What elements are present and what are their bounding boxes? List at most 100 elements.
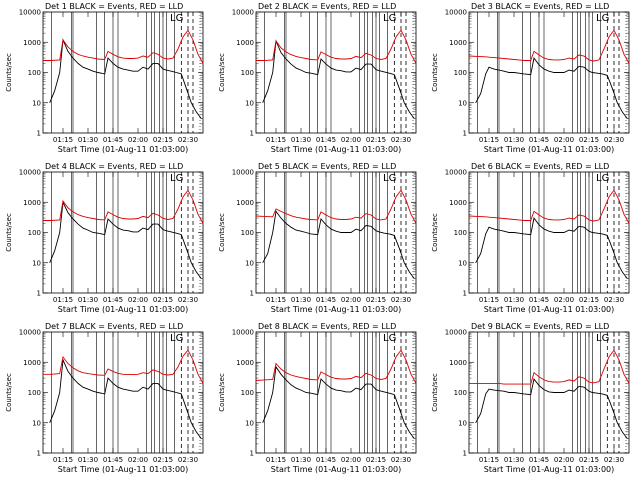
- x-tick-label: 01:30: [78, 136, 98, 144]
- detector-panel-3: Det 3 BLACK = Events, RED = LLD 1 10 100 100…: [426, 0, 639, 160]
- x-tick-label: 01:30: [504, 456, 524, 464]
- y-axis-label: Counts/sec: [218, 213, 226, 252]
- lld-series-line: [255, 349, 417, 384]
- x-tick-label: 01:15: [53, 296, 73, 304]
- x-axis-label: Start Time (01-Aug-11 01:03:00): [271, 465, 402, 474]
- y-tick-label: 10000: [232, 329, 254, 337]
- detector-panel-6: Det 6 BLACK = Events, RED = LLD 1 10 100 100…: [426, 160, 639, 320]
- y-tick-label: 10: [32, 259, 41, 267]
- y-tick-label: 1: [463, 290, 467, 298]
- y-tick-label: 10000: [19, 169, 41, 177]
- y-tick-label: 10000: [445, 9, 467, 17]
- x-tick-label: 01:15: [53, 136, 73, 144]
- x-tick-label: 01:45: [316, 296, 336, 304]
- y-tick-label: 100: [454, 69, 467, 77]
- lld-series-line: [256, 29, 417, 64]
- x-tick-label: 01:15: [479, 456, 499, 464]
- panel-title: Det 3 BLACK = Events, RED = LLD: [471, 2, 609, 11]
- events-series-line: [262, 365, 415, 439]
- annotation-label: LG: [383, 13, 396, 24]
- x-axis-label: Start Time (01-Aug-11 01:03:00): [271, 145, 402, 154]
- y-tick-label: 1: [250, 130, 254, 138]
- panel-title: Det 4 BLACK = Events, RED = LLD: [45, 162, 183, 171]
- y-tick-label: 1000: [23, 199, 41, 207]
- x-tick-label: 02:15: [153, 296, 173, 304]
- y-tick-label: 1000: [236, 359, 254, 367]
- chart-svg-5: Det 5 BLACK = Events, RED = LLD 1 10 100 100…: [218, 162, 417, 314]
- y-axis-label: Counts/sec: [218, 53, 226, 92]
- x-tick-label: 02:15: [579, 296, 599, 304]
- x-tick-label: 02:00: [341, 296, 361, 304]
- panel-title: Det 2 BLACK = Events, RED = LLD: [258, 2, 396, 11]
- detector-panel-7: Det 7 BLACK = Events, RED = LLD 1 10 100 100…: [0, 320, 213, 480]
- y-tick-label: 1: [463, 130, 467, 138]
- y-tick-label: 1: [250, 290, 254, 298]
- x-tick-label: 02:15: [366, 296, 386, 304]
- x-tick-label: 02:15: [579, 456, 599, 464]
- y-axis-label: Counts/sec: [431, 373, 439, 412]
- x-tick-label: 01:45: [529, 296, 549, 304]
- x-axis-label: Start Time (01-Aug-11 01:03:00): [271, 305, 402, 314]
- annotation-label: LG: [383, 333, 396, 344]
- events-series-line: [262, 39, 415, 119]
- events-series-line: [49, 200, 202, 279]
- y-tick-label: 10000: [445, 169, 467, 177]
- y-tick-label: 100: [241, 229, 254, 237]
- x-tick-label: 02:15: [153, 456, 173, 464]
- y-tick-label: 10000: [19, 329, 41, 337]
- y-tick-label: 10: [32, 419, 41, 427]
- y-tick-label: 1000: [449, 199, 467, 207]
- panel-title: Det 1 BLACK = Events, RED = LLD: [45, 2, 183, 11]
- lld-series-line: [43, 189, 204, 224]
- y-axis-label: Counts/sec: [431, 213, 439, 252]
- lld-series-line: [255, 189, 417, 224]
- x-tick-label: 02:00: [341, 456, 361, 464]
- x-tick-label: 01:45: [529, 136, 549, 144]
- y-tick-label: 100: [241, 389, 254, 397]
- x-tick-label: 02:00: [554, 136, 574, 144]
- x-tick-label: 01:15: [53, 456, 73, 464]
- chart-svg-8: Det 8 BLACK = Events, RED = LLD 1 10 100 100…: [218, 322, 417, 474]
- chart-svg-3: Det 3 BLACK = Events, RED = LLD 1 10 100 100…: [431, 2, 630, 154]
- y-tick-label: 1: [463, 450, 467, 458]
- y-tick-label: 10: [458, 419, 467, 427]
- y-tick-label: 10: [245, 259, 254, 267]
- y-tick-label: 1000: [236, 39, 254, 47]
- x-tick-label: 01:45: [316, 456, 336, 464]
- x-tick-label: 01:30: [78, 296, 98, 304]
- chart-svg-9: Det 9 BLACK = Events, RED = LLD 1 10 100 100…: [431, 322, 630, 474]
- y-axis-label: Counts/sec: [431, 53, 439, 92]
- x-axis-label: Start Time (01-Aug-11 01:03:00): [484, 465, 615, 474]
- y-tick-label: 1: [37, 290, 41, 298]
- chart-svg-1: Det 1 BLACK = Events, RED = LLD 1 10 100 100…: [5, 2, 204, 154]
- y-tick-label: 100: [454, 229, 467, 237]
- y-tick-label: 10: [32, 99, 41, 107]
- annotation-label: LG: [383, 173, 396, 184]
- detector-panel-9: Det 9 BLACK = Events, RED = LLD 1 10 100 100…: [426, 320, 639, 480]
- x-tick-label: 02:00: [554, 456, 574, 464]
- y-tick-label: 10000: [232, 9, 254, 17]
- plot-frame: [468, 11, 630, 134]
- y-tick-label: 100: [28, 389, 41, 397]
- x-tick-label: 02:30: [604, 136, 624, 144]
- x-tick-label: 02:30: [391, 136, 411, 144]
- x-tick-label: 02:00: [128, 456, 148, 464]
- y-axis-label: Counts/sec: [218, 373, 226, 412]
- detector-panel-4: Det 4 BLACK = Events, RED = LLD 1 10 100 100…: [0, 160, 213, 320]
- y-tick-label: 100: [28, 229, 41, 237]
- detector-panel-2: Det 2 BLACK = Events, RED = LLD 1 10 100 100…: [213, 0, 426, 160]
- annotation-label: LG: [170, 173, 183, 184]
- x-tick-label: 02:30: [391, 456, 411, 464]
- lld-series-line: [43, 29, 204, 64]
- plot-frame: [255, 331, 417, 454]
- annotation-label: LG: [596, 333, 609, 344]
- events-series-line: [262, 210, 415, 279]
- y-axis-label: Counts/sec: [5, 373, 13, 412]
- lld-series-line: [469, 349, 630, 385]
- events-series-line: [475, 57, 628, 119]
- events-series-line: [475, 377, 628, 439]
- x-tick-label: 01:15: [479, 296, 499, 304]
- panel-title: Det 7 BLACK = Events, RED = LLD: [45, 322, 183, 331]
- events-series-line: [49, 38, 202, 119]
